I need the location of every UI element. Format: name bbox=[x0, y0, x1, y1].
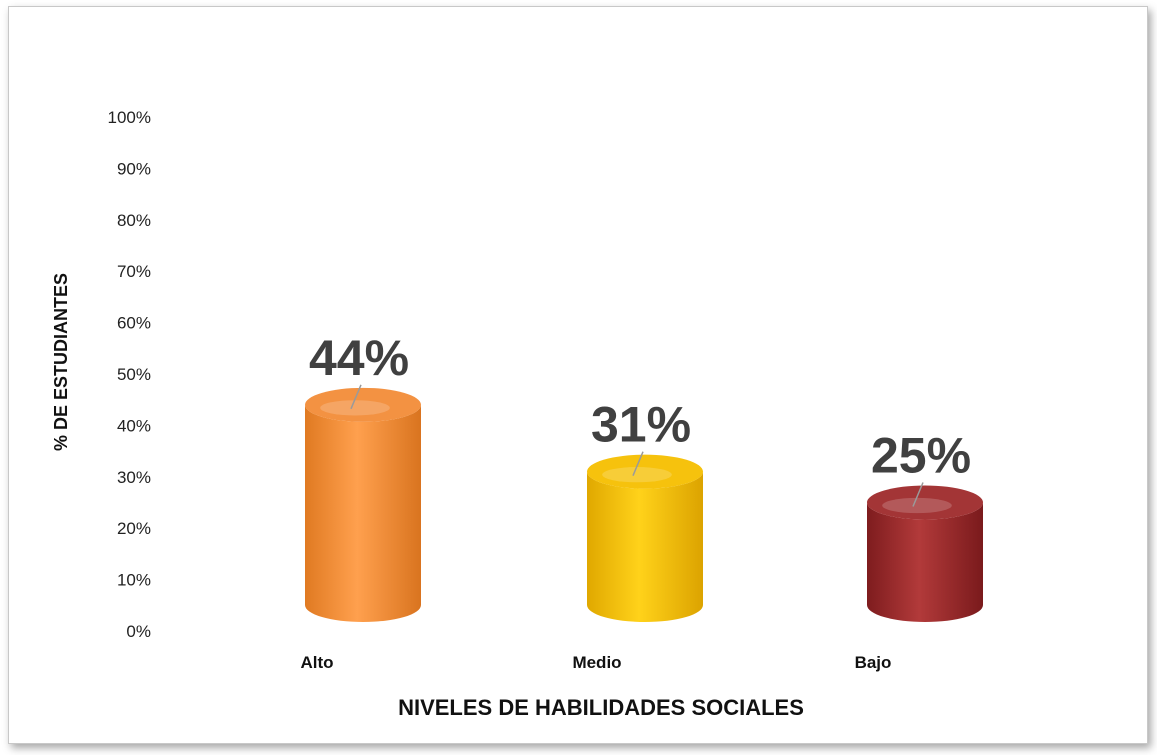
y-tick-label: 50% bbox=[117, 365, 151, 384]
y-axis-ticks: 0% 10% 20% 30% 40% 50% 60% 70% 80% 90% 100% bbox=[108, 108, 151, 641]
bar-top-highlight bbox=[320, 400, 390, 416]
y-tick-label: 20% bbox=[117, 519, 151, 538]
y-tick-label: 100% bbox=[108, 108, 151, 127]
bar-body bbox=[867, 502, 983, 622]
y-tick-label: 60% bbox=[117, 314, 151, 333]
bar-top bbox=[587, 454, 703, 489]
bars: 44% 31% 25% bbox=[305, 330, 983, 622]
data-label-leader bbox=[632, 451, 644, 476]
bar-top-highlight bbox=[882, 497, 952, 514]
y-tick-label: 40% bbox=[117, 416, 151, 435]
data-label: 44% bbox=[309, 330, 409, 386]
data-label-leader bbox=[350, 384, 362, 410]
bar-top-highlight bbox=[602, 467, 672, 483]
category-labels: Alto Medio Bajo bbox=[300, 653, 891, 672]
bar-medio bbox=[587, 454, 703, 622]
bar-body bbox=[305, 404, 421, 622]
y-tick-label: 90% bbox=[117, 159, 151, 178]
y-tick-label: 30% bbox=[117, 468, 151, 487]
chart: 0% 10% 20% 30% 40% 50% 60% 70% 80% 90% 100% 44% 31%… bbox=[51, 108, 983, 720]
y-tick-label: 70% bbox=[117, 262, 151, 281]
x-tick-label: Bajo bbox=[855, 653, 892, 672]
y-tick-label: 10% bbox=[117, 571, 151, 590]
x-tick-label: Alto bbox=[300, 653, 333, 672]
data-label-leader bbox=[912, 482, 924, 507]
x-tick-label: Medio bbox=[572, 653, 621, 672]
bar-body bbox=[587, 471, 703, 622]
y-tick-label: 0% bbox=[126, 622, 151, 641]
bar-alto bbox=[305, 387, 421, 622]
y-tick-label: 80% bbox=[117, 211, 151, 230]
bar-top bbox=[305, 387, 421, 422]
bar-top bbox=[867, 485, 983, 520]
bar-bajo bbox=[867, 485, 983, 622]
data-label: 25% bbox=[871, 428, 971, 484]
data-label: 31% bbox=[591, 397, 691, 453]
x-axis-title: NIVELES DE HABILIDADES SOCIALES bbox=[398, 695, 804, 720]
y-axis-title: % DE ESTUDIANTES bbox=[51, 273, 71, 451]
chart-frame: 0% 10% 20% 30% 40% 50% 60% 70% 80% 90% 100% 44% 31%… bbox=[8, 6, 1148, 744]
